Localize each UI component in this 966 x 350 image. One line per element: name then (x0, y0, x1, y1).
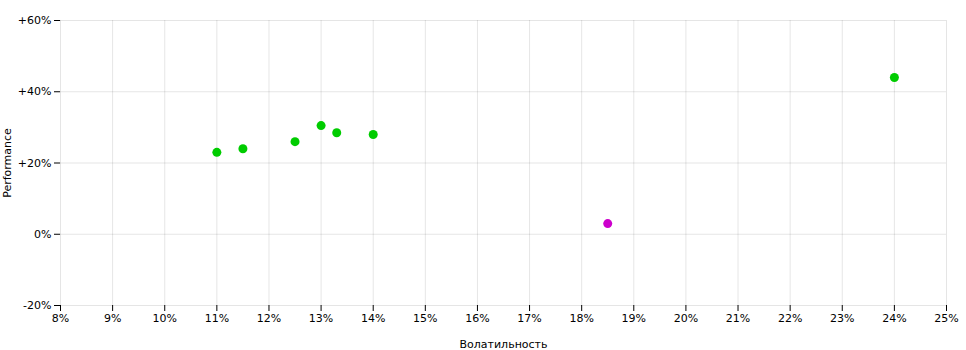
svg-text:10%: 10% (153, 312, 177, 325)
svg-text:-20%: -20% (23, 299, 51, 312)
svg-text:+40%: +40% (18, 85, 52, 98)
svg-text:25%: 25% (934, 312, 958, 325)
svg-text:13%: 13% (309, 312, 333, 325)
svg-text:24%: 24% (882, 312, 906, 325)
svg-text:11%: 11% (205, 312, 229, 325)
svg-text:+60%: +60% (18, 14, 52, 27)
svg-text:17%: 17% (517, 312, 541, 325)
svg-text:23%: 23% (830, 312, 854, 325)
svg-text:19%: 19% (622, 312, 646, 325)
svg-text:9%: 9% (104, 312, 121, 325)
svg-text:Performance: Performance (1, 128, 14, 198)
svg-text:18%: 18% (569, 312, 593, 325)
svg-text:22%: 22% (778, 312, 802, 325)
svg-text:20%: 20% (674, 312, 698, 325)
svg-text:12%: 12% (257, 312, 281, 325)
svg-text:+20%: +20% (18, 157, 52, 170)
svg-text:14%: 14% (361, 312, 385, 325)
svg-text:Волатильность: Волатильность (460, 338, 548, 350)
svg-text:15%: 15% (413, 312, 437, 325)
svg-text:16%: 16% (465, 312, 489, 325)
svg-text:0%: 0% (34, 228, 51, 241)
svg-text:21%: 21% (726, 312, 750, 325)
svg-text:8%: 8% (52, 312, 69, 325)
